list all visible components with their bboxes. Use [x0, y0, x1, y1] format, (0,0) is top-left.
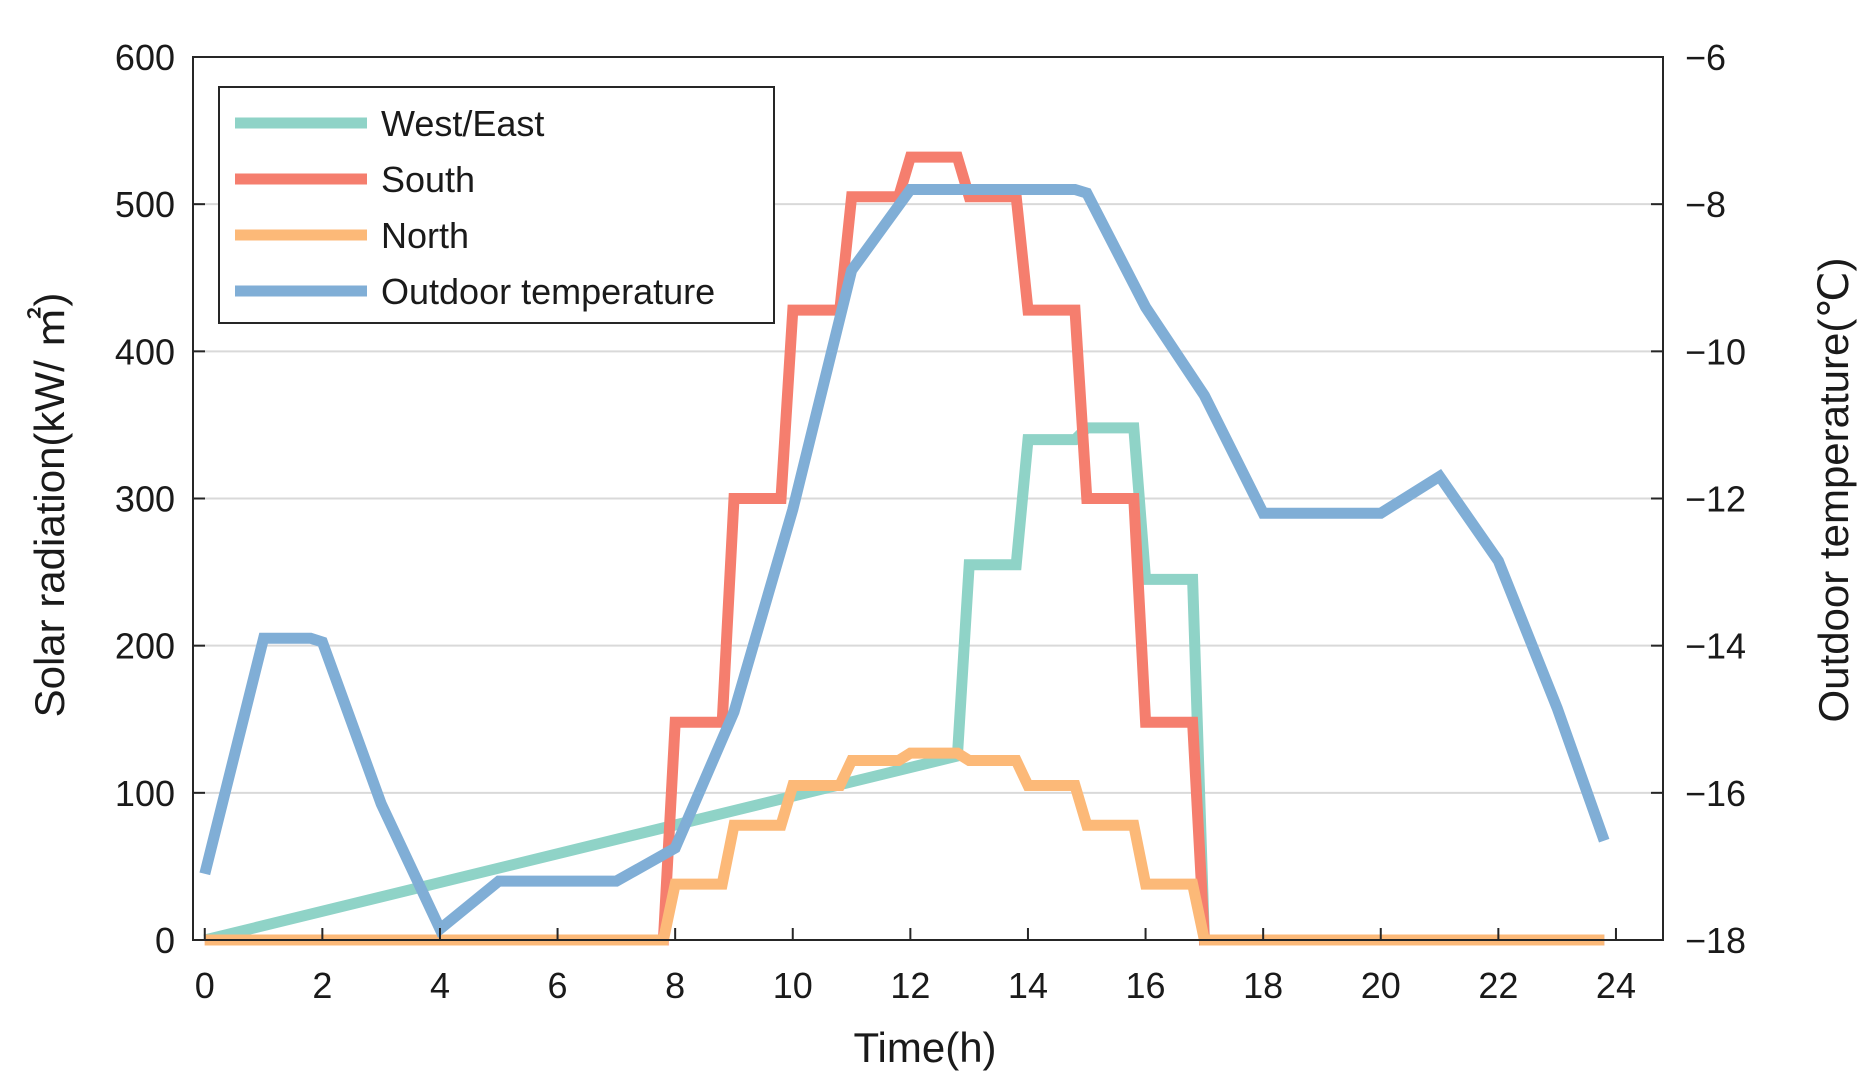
legend-label-north: North [381, 215, 469, 256]
series-line-south [204, 151, 1605, 946]
series-lines [199, 151, 1610, 946]
y-right-tick-label: −14 [1685, 626, 1746, 667]
x-tick-label: 24 [1596, 965, 1636, 1006]
y-right-tick-label: −10 [1685, 331, 1746, 372]
x-tick-label: 12 [890, 965, 930, 1006]
y-left-tick-label: 100 [115, 773, 175, 814]
x-tick-label: 16 [1126, 965, 1166, 1006]
y-left-axis: 0 100 200 300 400 500 600 [115, 37, 205, 961]
legend: West/East South North Outdoor temperature [218, 86, 775, 324]
x-axis: 0 2 4 6 8 10 12 14 16 18 20 22 24 [195, 928, 1636, 1006]
legend-label-west-east: West/East [381, 103, 544, 144]
y-left-tick-label: 600 [115, 37, 175, 78]
legend-label-south: South [381, 159, 475, 200]
series-line-north [204, 747, 1605, 946]
series-line-outdoor-temperature [199, 184, 1610, 938]
x-axis-label: Time(h) [853, 1024, 996, 1071]
x-tick-label: 2 [312, 965, 332, 1006]
y-left-axis-label: Solar radiation(kW/ ㎡) [26, 293, 73, 718]
x-tick-label: 20 [1361, 965, 1401, 1006]
x-tick-label: 8 [665, 965, 685, 1006]
y-right-axis: −18 −16 −14 −12 −10 −8 −6 [1651, 37, 1746, 961]
y-right-tick-label: −16 [1685, 773, 1746, 814]
x-tick-label: 0 [195, 965, 215, 1006]
legend-label-outdoor-temperature: Outdoor temperature [381, 271, 715, 312]
y-left-tick-label: 200 [115, 626, 175, 667]
y-right-tick-label: −12 [1685, 479, 1746, 520]
x-tick-label: 6 [548, 965, 568, 1006]
y-left-tick-label: 400 [115, 331, 175, 372]
x-tick-label: 10 [773, 965, 813, 1006]
x-tick-label: 14 [1008, 965, 1048, 1006]
y-left-tick-label: 0 [155, 920, 175, 961]
x-tick-label: 22 [1478, 965, 1518, 1006]
x-tick-label: 4 [430, 965, 450, 1006]
x-tick-label: 18 [1243, 965, 1283, 1006]
y-left-tick-label: 500 [115, 184, 175, 225]
y-right-tick-label: −8 [1685, 184, 1726, 225]
y-left-tick-label: 300 [115, 479, 175, 520]
y-right-tick-label: −18 [1685, 920, 1746, 961]
y-right-tick-label: −6 [1685, 37, 1726, 78]
y-right-axis-label: Outdoor temperature(℃) [1810, 257, 1857, 722]
